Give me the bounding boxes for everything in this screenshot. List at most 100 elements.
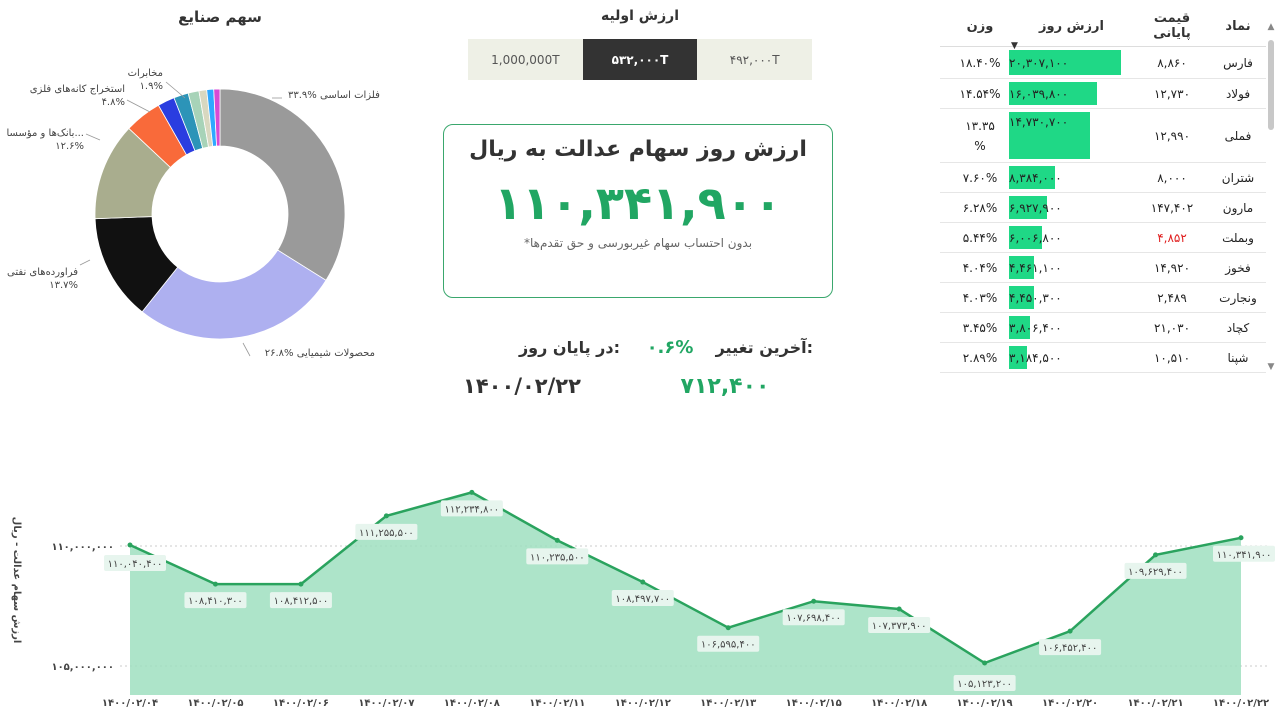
data-label-bg: [355, 523, 418, 540]
change-pct: ۰.۶%: [646, 337, 694, 358]
header-price[interactable]: قیمت پایانی: [1153, 11, 1191, 41]
data-point[interactable]: [554, 537, 560, 543]
table-row[interactable]: فخوز ۱۴,۹۲۰ ۴,۴۶۱,۱۰۰ ۴.۰۴%: [940, 253, 1266, 283]
cell-symbol: فولاد: [1225, 86, 1251, 101]
data-point[interactable]: [1153, 552, 1159, 558]
x-tick-label: ۱۴۰۰/۰۲/۱۱: [529, 698, 585, 709]
y-tick-label: ۱۱۰,۰۰۰,۰۰۰: [51, 542, 114, 553]
table-scrollbar[interactable]: ▲ ▼: [1266, 22, 1276, 380]
data-point[interactable]: [896, 606, 902, 612]
initial-option-1000000[interactable]: 1,000,000T: [468, 39, 583, 80]
data-label-bg: [1124, 562, 1187, 579]
cell-value-text: ۴,۴۵۰,۳۰۰: [1009, 290, 1062, 305]
data-point[interactable]: [383, 513, 389, 519]
cell-value: ۶,۰۰۶,۸۰۰: [1009, 223, 1134, 252]
x-tick-label: ۱۴۰۰/۰۲/۱۲: [615, 698, 671, 709]
initial-value-selector: 1,000,000T ۵۳۲,۰۰۰T ۴۹۲,۰۰۰T: [468, 39, 813, 80]
x-tick-label: ۱۴۰۰/۰۲/۱۹: [957, 698, 1013, 709]
data-point[interactable]: [212, 581, 218, 587]
table-row[interactable]: شپنا ۱۰,۵۱۰ ۳,۱۸۴,۵۰۰ ۲.۸۹%: [940, 343, 1266, 373]
cell-weight: ۴.۰۳%: [962, 290, 998, 305]
cell-price: ۲,۴۸۹: [1157, 290, 1187, 305]
donut-slice[interactable]: [141, 249, 327, 340]
data-label-bg: [269, 592, 332, 609]
value-bar: [1009, 316, 1030, 339]
value-bar: [1009, 256, 1034, 279]
series-line: [129, 491, 1242, 665]
data-label: ۱۰۸,۴۱۰,۳۰۰: [188, 596, 243, 607]
x-tick-label: ۱۴۰۰/۰۲/۲۰: [1042, 698, 1098, 709]
value-bar: [1009, 112, 1090, 159]
cell-value: ۶,۹۲۷,۹۰۰: [1009, 193, 1134, 222]
data-point[interactable]: [640, 579, 646, 585]
value-card: ارزش روز سهام عدالت به ریال ۱۱۰,۳۴۱,۹۰۰ …: [443, 124, 833, 298]
cell-weight: ۵.۴۴%: [962, 230, 998, 245]
data-point[interactable]: [1067, 628, 1073, 634]
card-title: ارزش روز سهام عدالت به ریال: [469, 137, 807, 162]
table-row[interactable]: فارس ۸,۸۶۰ ۲۰,۳۰۷,۱۰۰ ۱۸.۴۰%: [940, 47, 1266, 79]
cell-price: ۱۲,۹۹۰: [1153, 128, 1191, 143]
card-note: *بدون احتساب سهام غیربورسی و حق تقدم‌ها: [523, 236, 753, 250]
donut-label: ۴.۸%: [102, 97, 125, 108]
data-point[interactable]: [298, 581, 304, 587]
data-label-bg: [868, 617, 931, 634]
cell-price: ۸,۰۰۰: [1157, 170, 1187, 185]
value-bar: [1009, 166, 1055, 189]
scroll-thumb[interactable]: [1268, 40, 1274, 130]
donut-label: مخابرات: [128, 68, 163, 79]
donut-label: ۲۶.۸% محصولات شیمیایی: [265, 348, 375, 359]
data-label-bg: [104, 555, 166, 572]
cell-price: ۱۴,۹۲۰: [1153, 260, 1191, 275]
data-point[interactable]: [469, 489, 475, 495]
value-bar: [1009, 346, 1027, 369]
x-tick-label: ۱۴۰۰/۰۲/۲۲: [1213, 698, 1269, 709]
data-label-bg: [611, 590, 674, 607]
cell-weight: ۱۳.۳۵ %: [965, 118, 995, 153]
cell-value-text: ۳,۸۰۶,۴۰۰: [1009, 320, 1062, 335]
donut-slice[interactable]: [213, 88, 221, 147]
table-row[interactable]: فملی ۱۲,۹۹۰ ۱۴,۷۳۰,۷۰۰ ۱۳.۳۵ %: [940, 109, 1266, 163]
data-label-bg: [526, 548, 589, 565]
cell-value: ۴,۴۶۱,۱۰۰: [1009, 253, 1134, 282]
cell-value: ۳,۱۸۴,۵۰۰: [1009, 343, 1134, 372]
data-label: ۱۰۶,۴۵۲,۴۰۰: [1043, 643, 1098, 654]
x-tick-label: ۱۴۰۰/۰۲/۱۸: [871, 698, 927, 709]
table-body: فارس ۸,۸۶۰ ۲۰,۳۰۷,۱۰۰ ۱۸.۴۰% فولاد ۱۲,۷۳۰ ۱۶,۰…: [940, 47, 1266, 373]
donut-leader-line: [242, 342, 251, 357]
donut-leader-line: [85, 133, 101, 141]
table-row[interactable]: وبملت ۴,۸۵۲ ۶,۰۰۶,۸۰۰ ۵.۴۴%: [940, 223, 1266, 253]
cell-value: ۸,۳۸۴,۰۰۰: [1009, 163, 1134, 192]
x-tick-label: ۱۴۰۰/۰۲/۲۱: [1127, 698, 1183, 709]
data-label: ۱۱۲,۲۳۴,۸۰۰: [444, 504, 499, 515]
table-row[interactable]: شتران ۸,۰۰۰ ۸,۳۸۴,۰۰۰ ۷.۶۰%: [940, 163, 1266, 193]
header-weight[interactable]: وزن: [966, 18, 994, 34]
data-point[interactable]: [982, 660, 988, 666]
data-label: ۱۱۰,۲۳۵,۵۰۰: [530, 552, 585, 563]
scroll-up-icon[interactable]: ▲: [1267, 22, 1275, 32]
cell-value-text: ۶,۹۲۷,۹۰۰: [1009, 200, 1062, 215]
data-point[interactable]: [811, 598, 817, 604]
donut-slice[interactable]: [219, 88, 346, 281]
change-value: ۷۱۲,۴۰۰: [680, 374, 770, 399]
data-point[interactable]: [1238, 535, 1244, 541]
initial-option-532000[interactable]: ۵۳۲,۰۰۰T: [582, 39, 698, 80]
table-row[interactable]: مارون ۱۴۷,۴۰۲ ۶,۹۲۷,۹۰۰ ۶.۲۸%: [940, 193, 1266, 223]
cell-value: ۲۰,۳۰۷,۱۰۰: [1009, 47, 1134, 78]
data-point[interactable]: [127, 542, 133, 548]
initial-option-492000[interactable]: ۴۹۲,۰۰۰T: [697, 39, 813, 80]
table-row[interactable]: ونجارت ۲,۴۸۹ ۴,۴۵۰,۳۰۰ ۴.۰۳%: [940, 283, 1266, 313]
donut-label: ۱۳.۷%: [49, 280, 78, 291]
scroll-down-icon[interactable]: ▼: [1267, 362, 1275, 372]
data-point[interactable]: [725, 625, 731, 631]
cell-value-text: ۶,۰۰۶,۸۰۰: [1009, 230, 1062, 245]
header-value[interactable]: ارزش روز ▼: [1009, 19, 1134, 51]
cell-value-text: ۳,۱۸۴,۵۰۰: [1009, 350, 1062, 365]
cell-symbol: شپنا: [1227, 350, 1249, 365]
table-row[interactable]: فولاد ۱۲,۷۳۰ ۱۶,۰۳۹,۸۰۰ ۱۴.۵۴%: [940, 79, 1266, 109]
data-label: ۱۰۷,۳۷۳,۹۰۰: [872, 621, 927, 632]
header-symbol[interactable]: نماد: [1225, 18, 1251, 34]
donut-label: ۳۳.۹% فلزات اساسی: [288, 90, 380, 101]
table-row[interactable]: کچاد ۲۱,۰۳۰ ۳,۸۰۶,۴۰۰ ۳.۴۵%: [940, 313, 1266, 343]
cell-price: ۱۲,۷۳۰: [1153, 86, 1191, 101]
cell-weight: ۷.۶۰%: [962, 170, 998, 185]
